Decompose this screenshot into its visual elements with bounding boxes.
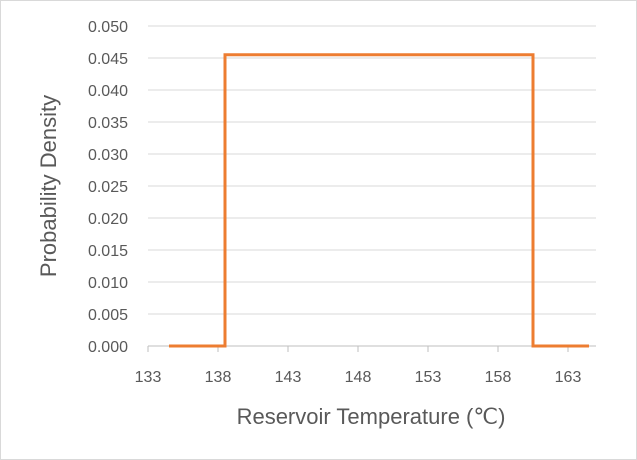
y-tick-label: 0.010 [88,275,128,292]
series-layer [169,53,589,348]
y-tick-label: 0.015 [88,243,128,260]
y-tick-label: 0.035 [88,115,128,132]
x-tick-label: 153 [415,369,442,386]
y-tick-label: 0.020 [88,211,128,228]
x-tick-label: 143 [275,369,302,386]
y-tick-label: 0.040 [88,83,128,100]
y-tick-label: 0.000 [88,339,128,356]
x-axis-title: Reservoir Temperature (℃) [237,404,506,429]
y-tick-label: 0.030 [88,147,128,164]
x-tick-label: 148 [345,369,372,386]
y-tick-label: 0.005 [88,307,128,324]
x-tick-label: 138 [205,369,232,386]
x-axis-tick-labels: 133 138 143 148 153 158 163 [135,369,582,386]
y-axis-tick-labels: 0.000 0.005 0.010 0.015 0.020 0.025 0.030 0.035… [88,19,128,356]
x-tick-label: 163 [555,369,582,386]
x-tick-label: 133 [135,369,162,386]
y-tick-label: 0.025 [88,179,128,196]
y-tick-label: 0.045 [88,51,128,68]
gridlines [148,25,596,315]
x-tick-label: 158 [485,369,512,386]
y-tick-label: 0.050 [88,19,128,36]
series-line-0 [169,53,589,348]
y-axis-title: Probability Density [36,95,61,277]
